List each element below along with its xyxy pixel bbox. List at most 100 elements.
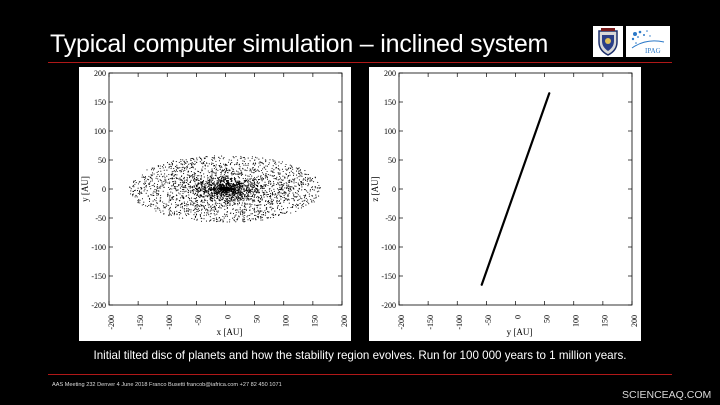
data-point [241,186,243,188]
data-point [315,197,317,199]
data-point [265,161,267,163]
data-point [165,181,167,183]
data-point [240,194,242,196]
data-point [263,192,265,194]
data-point [307,191,309,193]
data-point [201,185,203,187]
data-point [245,189,247,192]
data-point [242,178,244,180]
data-point [316,191,318,193]
data-point [303,194,305,197]
data-point [228,169,230,171]
y-tick-label: -150 [91,272,106,281]
data-point [219,207,221,209]
data-point [151,180,153,182]
data-point [168,211,170,213]
data-point [297,189,299,192]
data-point [215,160,217,162]
data-point [264,177,267,179]
data-point [285,163,287,166]
data-point [260,197,262,199]
data-point [162,190,164,192]
data-point [198,208,200,210]
data-point [221,166,223,168]
data-point [186,166,188,168]
data-point [207,204,209,206]
data-point [236,170,238,172]
data-point [213,205,216,207]
data-point [197,190,199,192]
data-point [230,187,232,190]
data-point [245,179,247,181]
data-point [287,169,289,171]
data-point [217,183,219,185]
data-point [229,169,231,171]
data-point [288,184,290,186]
data-point [258,189,260,191]
data-point [229,164,231,166]
data-point [222,193,224,195]
data-point [304,177,307,179]
data-point [278,200,280,202]
data-point [259,201,262,203]
data-point [271,186,273,188]
data-point [287,174,290,177]
data-point [199,161,201,163]
data-point [254,159,256,161]
data-point [294,185,296,187]
data-point [256,192,258,194]
data-point [190,203,192,205]
data-point [198,175,200,177]
data-point [221,180,223,182]
data-point [171,173,173,175]
data-point [260,186,262,188]
data-point [149,198,151,200]
data-point [166,162,169,164]
data-point [233,191,235,193]
data-point [172,185,174,187]
data-point [300,181,302,183]
data-point [183,209,185,211]
data-point [215,184,217,186]
data-point [314,186,316,188]
data-point [195,196,198,199]
data-point [234,203,236,205]
data-point [182,217,184,219]
data-point [265,200,267,202]
data-point [234,209,237,211]
data-point [198,187,200,189]
data-point [239,207,241,209]
data-point [210,213,212,215]
data-point [188,213,190,215]
data-point [272,192,274,194]
data-point [244,194,247,196]
data-point [130,190,132,192]
data-point [156,187,158,189]
x-tick-label: 100 [572,315,581,327]
data-point [258,158,260,160]
data-point [313,197,315,199]
data-point [298,188,300,190]
data-point [254,200,256,202]
data-point [309,177,311,179]
data-point [160,197,162,199]
data-point [190,199,192,202]
data-point [203,196,205,198]
data-point [272,213,274,215]
data-point [187,208,189,210]
data-point [170,185,172,187]
data-point [215,169,217,171]
data-point [253,184,255,187]
data-point [134,196,136,198]
data-point [155,197,158,199]
data-point [275,167,277,169]
data-point [270,170,272,172]
data-point [162,184,164,186]
data-point [181,164,183,166]
data-point [239,166,241,168]
data-point [238,172,240,174]
data-point [204,198,206,200]
data-point [297,182,299,184]
data-point [273,184,275,186]
data-point [203,212,206,214]
